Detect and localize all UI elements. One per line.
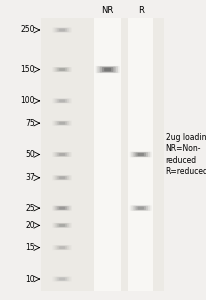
Text: R: R (137, 6, 143, 15)
FancyBboxPatch shape (53, 121, 70, 125)
FancyBboxPatch shape (55, 223, 68, 227)
Text: 25: 25 (26, 204, 35, 213)
FancyBboxPatch shape (55, 277, 68, 281)
Text: 250: 250 (21, 26, 35, 34)
FancyBboxPatch shape (57, 28, 67, 32)
FancyBboxPatch shape (55, 245, 68, 250)
FancyBboxPatch shape (55, 176, 68, 180)
Text: 100: 100 (21, 96, 35, 105)
Text: 2ug loading
NR=Non-
reduced
R=reduced: 2ug loading NR=Non- reduced R=reduced (165, 133, 206, 176)
FancyBboxPatch shape (59, 28, 65, 32)
Text: 37: 37 (25, 173, 35, 182)
FancyBboxPatch shape (133, 152, 147, 157)
FancyBboxPatch shape (55, 206, 68, 210)
FancyBboxPatch shape (53, 67, 70, 72)
FancyBboxPatch shape (57, 121, 67, 125)
FancyBboxPatch shape (131, 152, 150, 157)
FancyBboxPatch shape (53, 176, 70, 180)
FancyBboxPatch shape (57, 99, 67, 103)
FancyBboxPatch shape (101, 67, 113, 72)
FancyBboxPatch shape (55, 152, 68, 157)
Text: NR: NR (101, 6, 113, 15)
Text: 75: 75 (25, 118, 35, 127)
Bar (128, 18, 152, 291)
FancyBboxPatch shape (137, 206, 143, 210)
Text: 15: 15 (26, 243, 35, 252)
FancyBboxPatch shape (133, 206, 147, 211)
FancyBboxPatch shape (55, 68, 68, 72)
FancyBboxPatch shape (59, 278, 65, 280)
FancyBboxPatch shape (135, 206, 145, 210)
Text: 150: 150 (21, 65, 35, 74)
FancyBboxPatch shape (57, 153, 67, 156)
FancyBboxPatch shape (59, 122, 65, 124)
FancyBboxPatch shape (59, 99, 65, 102)
Bar (41, 18, 163, 291)
FancyBboxPatch shape (131, 206, 150, 211)
FancyBboxPatch shape (59, 224, 65, 227)
Text: 10: 10 (26, 274, 35, 284)
FancyBboxPatch shape (53, 152, 70, 157)
FancyBboxPatch shape (55, 121, 68, 125)
FancyBboxPatch shape (104, 68, 111, 71)
FancyBboxPatch shape (59, 246, 65, 249)
FancyBboxPatch shape (59, 68, 65, 71)
FancyBboxPatch shape (95, 66, 119, 73)
FancyBboxPatch shape (57, 176, 67, 180)
FancyBboxPatch shape (57, 246, 67, 249)
FancyBboxPatch shape (55, 28, 68, 32)
FancyBboxPatch shape (55, 99, 68, 103)
FancyBboxPatch shape (59, 207, 65, 210)
FancyBboxPatch shape (137, 153, 143, 156)
FancyBboxPatch shape (59, 153, 65, 156)
FancyBboxPatch shape (57, 68, 67, 71)
Text: 20: 20 (26, 221, 35, 230)
FancyBboxPatch shape (53, 223, 70, 228)
FancyBboxPatch shape (59, 176, 65, 179)
FancyBboxPatch shape (57, 224, 67, 227)
FancyBboxPatch shape (97, 66, 117, 73)
FancyBboxPatch shape (99, 67, 115, 72)
FancyBboxPatch shape (129, 152, 151, 157)
Text: 50: 50 (25, 150, 35, 159)
FancyBboxPatch shape (57, 206, 67, 210)
FancyBboxPatch shape (135, 152, 145, 157)
FancyBboxPatch shape (57, 277, 67, 281)
FancyBboxPatch shape (53, 206, 70, 211)
Bar (94, 18, 121, 291)
